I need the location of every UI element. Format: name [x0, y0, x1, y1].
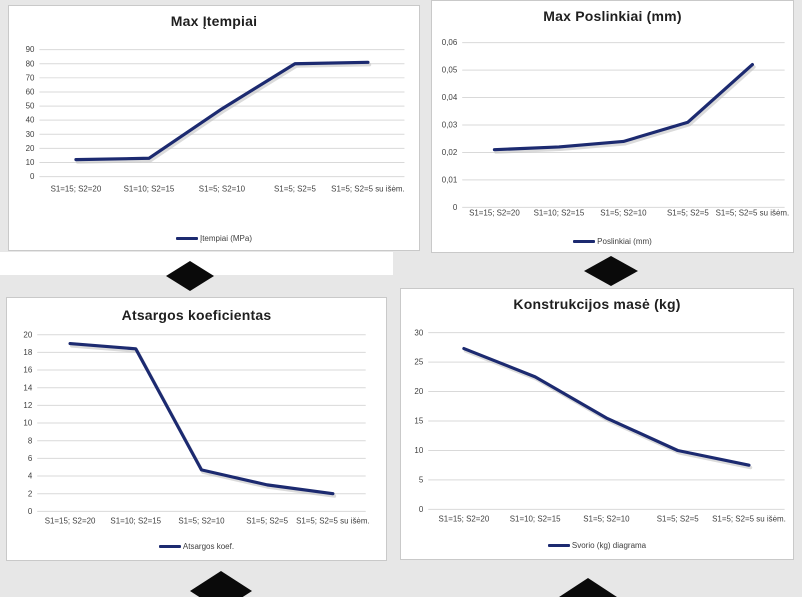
svg-text:30: 30	[26, 130, 35, 139]
svg-text:S1=5; S2=5 su išėm.: S1=5; S2=5 su išėm.	[296, 516, 370, 525]
chart-title: Max Poslinkiai (mm)	[543, 8, 682, 24]
svg-text:0,06: 0,06	[442, 38, 458, 47]
chart-legend: Svorio (kg) diagrama	[401, 541, 793, 550]
svg-text:S1=5; S2=5: S1=5; S2=5	[274, 184, 316, 193]
svg-text:S1=15; S2=20: S1=15; S2=20	[45, 516, 96, 525]
svg-text:70: 70	[26, 73, 35, 82]
legend-line-swatch-icon	[175, 237, 198, 240]
line-chart-plot: 0 5 10 15 20 25 30 S1=15; S2=20 S1=10; S2=15 S1=5…	[414, 328, 786, 523]
slide-gap-band	[0, 252, 393, 275]
svg-text:20: 20	[414, 387, 423, 396]
chart-panel-max-poslinkiai: Max Poslinkiai (mm) 0 0,01 0,02 0,03 0,04 0,0…	[431, 0, 794, 253]
svg-text:S1=15; S2=20: S1=15; S2=20	[51, 184, 102, 193]
chart-legend: Poslinkiai (mm)	[432, 237, 793, 246]
svg-text:0: 0	[28, 507, 33, 516]
chart-panel-atsargos-koeficientas: Atsargos koeficientas 0 2 4 6 8 10 12 14 16 18 20 S…	[6, 297, 387, 561]
svg-text:8: 8	[28, 436, 33, 445]
svg-text:18: 18	[23, 348, 32, 357]
legend-line-swatch-icon	[158, 545, 181, 548]
svg-text:80: 80	[26, 59, 35, 68]
diamond-shape-icon	[556, 578, 620, 597]
svg-text:S1=5; S2=5 su išėm.: S1=5; S2=5 su išėm.	[331, 184, 405, 193]
svg-text:4: 4	[28, 472, 33, 481]
svg-text:0,05: 0,05	[442, 66, 458, 75]
legend-label: Poslinkiai (mm)	[597, 237, 652, 246]
svg-text:S1=5; S2=5 su išėm.: S1=5; S2=5 su išėm.	[716, 208, 790, 217]
svg-text:30: 30	[414, 328, 423, 337]
chart-title: Atsargos koeficientas	[121, 307, 272, 323]
svg-text:0: 0	[419, 505, 424, 514]
chart-panel-konstrukcijos-mase: Konstrukcijos masė (kg) 0 5 10 15 20 25 30 S1=1…	[400, 288, 794, 560]
chart-legend: Įtempiai (MPa)	[9, 234, 419, 243]
svg-text:14: 14	[23, 383, 32, 392]
svg-text:S1=5; S2=10: S1=5; S2=10	[600, 208, 647, 217]
svg-text:20: 20	[23, 330, 32, 339]
svg-text:S1=5; S2=5: S1=5; S2=5	[246, 516, 288, 525]
svg-text:S1=10; S2=15: S1=10; S2=15	[124, 184, 175, 193]
diamond-shape-icon	[584, 256, 638, 286]
line-chart-plot: 0 0,01 0,02 0,03 0,04 0,05 0,06 S1=15; S2=20 S1=…	[442, 38, 790, 217]
line-chart-plot: 0 2 4 6 8 10 12 14 16 18 20 S1=15; S2=20 S1=10; S2=1…	[23, 330, 370, 525]
svg-text:0,02: 0,02	[442, 148, 457, 157]
svg-text:S1=15; S2=20: S1=15; S2=20	[439, 514, 490, 523]
svg-text:25: 25	[414, 358, 423, 367]
svg-text:6: 6	[28, 454, 33, 463]
svg-text:2: 2	[28, 489, 32, 498]
svg-text:S1=5; S2=5: S1=5; S2=5	[667, 208, 709, 217]
svg-text:40: 40	[26, 116, 35, 125]
svg-text:S1=10; S2=15: S1=10; S2=15	[510, 514, 561, 523]
chart-title: Max Įtempiai	[170, 13, 258, 29]
svg-text:0,04: 0,04	[442, 93, 458, 102]
legend-line-swatch-icon	[573, 240, 596, 243]
legend-label: Įtempiai (MPa)	[199, 234, 252, 243]
svg-text:S1=5; S2=5: S1=5; S2=5	[657, 514, 700, 523]
svg-text:S1=5; S2=5 su išėm.: S1=5; S2=5 su išėm.	[712, 514, 786, 523]
svg-text:0: 0	[453, 203, 458, 212]
svg-text:90: 90	[26, 45, 35, 54]
chart-title: Konstrukcijos masė (kg)	[513, 296, 681, 312]
svg-text:10: 10	[26, 158, 35, 167]
svg-text:S1=5; S2=10: S1=5; S2=10	[178, 516, 225, 525]
chart-legend: Atsargos koef.	[7, 542, 386, 551]
svg-text:0,01: 0,01	[442, 175, 458, 184]
svg-text:S1=5; S2=10: S1=5; S2=10	[199, 184, 246, 193]
svg-text:S1=15; S2=20: S1=15; S2=20	[469, 208, 520, 217]
svg-text:16: 16	[23, 366, 32, 375]
svg-text:15: 15	[414, 417, 423, 426]
svg-text:S1=5; S2=10: S1=5; S2=10	[583, 514, 630, 523]
legend-label: Atsargos koef.	[182, 542, 235, 551]
svg-text:S1=10; S2=15: S1=10; S2=15	[534, 208, 585, 217]
svg-text:10: 10	[23, 419, 32, 428]
svg-text:20: 20	[26, 144, 35, 153]
svg-text:12: 12	[23, 401, 32, 410]
line-chart-plot: 0 10 20 30 40 50 60 70 80 90 S1=15; S2=20 S1=10; S2…	[26, 45, 405, 193]
svg-text:0: 0	[30, 172, 35, 181]
svg-text:10: 10	[414, 446, 423, 455]
svg-text:0,03: 0,03	[442, 121, 458, 130]
svg-text:50: 50	[26, 102, 35, 111]
svg-text:S1=10; S2=15: S1=10; S2=15	[110, 516, 161, 525]
chart-panel-max-itempiai: Max Įtempiai 0 10 20 30 40 50 60 70 80 90 S1=15; S…	[8, 5, 420, 251]
legend-label: Svorio (kg) diagrama	[571, 541, 647, 550]
svg-text:5: 5	[419, 475, 424, 484]
legend-line-swatch-icon	[547, 544, 570, 547]
diamond-shape-icon	[190, 571, 252, 597]
svg-text:60: 60	[26, 88, 35, 97]
